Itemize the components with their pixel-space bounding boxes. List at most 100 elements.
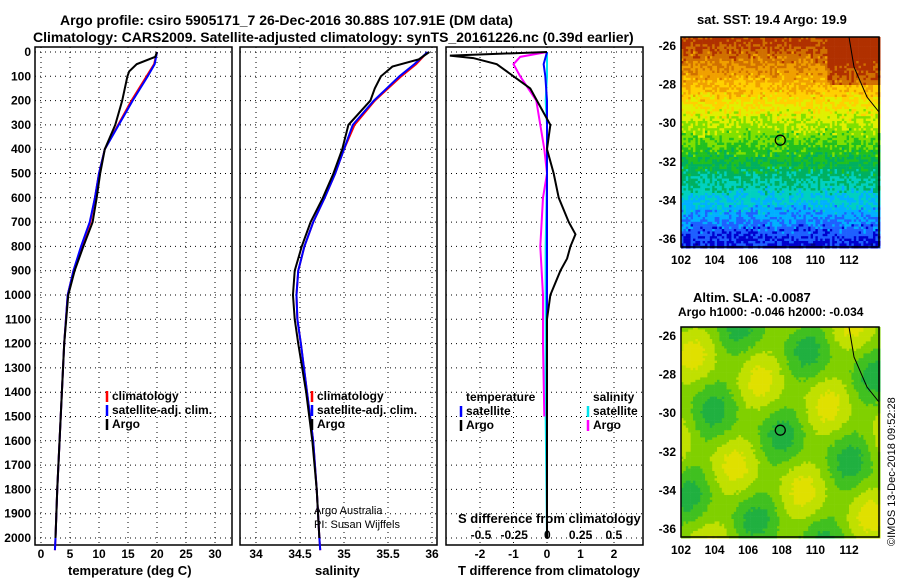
map-cell	[839, 75, 843, 79]
map-cell	[805, 80, 809, 83]
map-cell	[875, 125, 879, 129]
map-cell	[875, 116, 879, 119]
map-cell	[801, 65, 804, 69]
map-cell	[820, 159, 823, 163]
map-cell	[817, 161, 821, 165]
map-cell	[839, 41, 843, 45]
map-cell	[808, 53, 811, 57]
map-cell	[825, 58, 828, 62]
map-cell	[743, 61, 747, 64]
map-cell	[856, 145, 859, 148]
map-cell	[837, 56, 840, 59]
map-cell	[714, 140, 718, 143]
map-cell	[861, 145, 864, 148]
map-cell	[849, 82, 852, 86]
map-cell	[781, 58, 785, 62]
map-cell	[705, 80, 708, 83]
map-cell	[772, 51, 775, 55]
map-cell	[832, 111, 835, 115]
map-cell	[690, 68, 694, 71]
map-cell	[721, 94, 725, 98]
map-cell	[707, 89, 711, 93]
map-cell	[721, 53, 725, 57]
map-cell	[683, 77, 687, 81]
map-cell	[784, 173, 787, 177]
map-cell	[685, 85, 689, 88]
legend-label: satellite	[593, 404, 638, 418]
map-cell	[688, 68, 691, 71]
map-cell	[688, 161, 691, 165]
map-cell	[870, 128, 874, 131]
map-cell	[798, 130, 802, 134]
map-cell	[681, 61, 684, 64]
map-cell	[700, 80, 703, 83]
map-cell	[702, 37, 706, 40]
map-cell	[844, 121, 847, 124]
map-cell	[875, 51, 879, 55]
map-cell	[690, 37, 694, 40]
map-cell	[700, 73, 703, 76]
map-cell	[832, 106, 835, 110]
map-cell	[875, 145, 879, 148]
map-cell	[757, 37, 761, 40]
map-cell	[774, 130, 778, 134]
map-cell	[817, 130, 821, 134]
map-cell	[753, 145, 756, 148]
map-cell	[719, 128, 723, 131]
map-cell	[772, 121, 775, 124]
map-cell	[726, 41, 730, 45]
map-cell	[729, 70, 732, 74]
map-cell	[726, 109, 730, 112]
map-cell	[707, 135, 711, 139]
map-cell	[738, 46, 742, 50]
map-cell	[755, 109, 759, 112]
legend-label: satellite-adj. clim.	[112, 403, 212, 417]
map-cell	[813, 161, 816, 165]
map-cell	[702, 137, 706, 141]
map-cell	[755, 137, 759, 141]
map-cell	[719, 87, 723, 91]
map-cell	[834, 116, 838, 119]
map-cell	[793, 157, 797, 160]
map-cell	[865, 130, 869, 134]
map-cell	[707, 176, 711, 179]
map-cell	[841, 137, 845, 141]
map-cell	[805, 106, 809, 110]
map-cell	[772, 164, 775, 167]
map-cell	[750, 121, 754, 124]
map-cell	[813, 173, 816, 177]
map-cell	[789, 58, 792, 62]
map-cell	[858, 157, 862, 160]
map-cell	[784, 39, 787, 43]
map-cell	[873, 154, 876, 158]
map-cell	[875, 92, 879, 95]
map-cell	[803, 51, 807, 55]
map-cell	[837, 157, 840, 160]
map-cell	[808, 121, 811, 124]
map-cell	[856, 80, 859, 83]
map-cell	[825, 157, 828, 160]
map-cell	[793, 109, 797, 112]
map-cell	[745, 80, 749, 83]
map-cell	[772, 101, 775, 105]
map-cell	[700, 142, 703, 146]
map-cell	[707, 53, 711, 57]
map-cell	[849, 99, 852, 103]
map-cell	[808, 44, 811, 47]
map-cell	[875, 82, 879, 86]
map-cell	[829, 171, 833, 175]
map-cell	[724, 46, 727, 50]
map-cell	[769, 49, 773, 52]
map-cell	[745, 61, 749, 64]
map-cell	[721, 140, 725, 143]
map-cell	[712, 87, 715, 91]
map-cell	[865, 106, 869, 110]
map-cell	[743, 89, 747, 93]
map-cell	[717, 89, 720, 93]
map-cell	[805, 51, 809, 55]
map-cell	[688, 77, 691, 81]
map-cell	[853, 44, 857, 47]
map-cell	[717, 92, 720, 95]
map-cell	[685, 109, 689, 112]
map-cell	[748, 92, 751, 95]
